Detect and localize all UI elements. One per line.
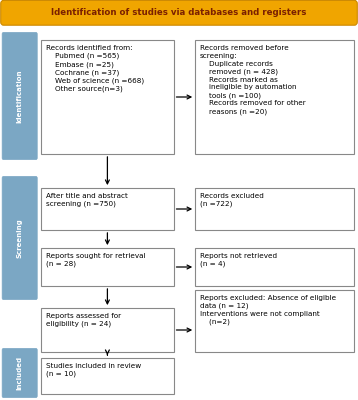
Bar xyxy=(41,188,174,230)
Bar xyxy=(195,40,354,154)
Text: Reports assessed for
eligibility (n = 24): Reports assessed for eligibility (n = 24… xyxy=(46,313,121,328)
Text: Reports not retrieved
(n = 4): Reports not retrieved (n = 4) xyxy=(200,253,277,268)
FancyBboxPatch shape xyxy=(2,348,37,398)
Text: Reports excluded: Absence of eligible
data (n = 12)
Interventions were not compl: Reports excluded: Absence of eligible da… xyxy=(200,295,336,326)
Text: Included: Included xyxy=(17,356,23,390)
Text: Studies included in review
(n = 10): Studies included in review (n = 10) xyxy=(46,363,141,378)
Bar xyxy=(195,290,354,352)
Text: Identification of studies via databases and registers: Identification of studies via databases … xyxy=(51,8,307,17)
Text: Records identified from:
    Pubmed (n =565)
    Embase (n =25)
    Cochrane (n : Records identified from: Pubmed (n =565)… xyxy=(46,45,144,92)
Text: Records removed before
screening:
    Duplicate records
    removed (n = 428)
  : Records removed before screening: Duplic… xyxy=(200,45,305,115)
Bar xyxy=(41,40,174,154)
Text: After title and abstract
screening (n =750): After title and abstract screening (n =7… xyxy=(46,193,128,208)
Text: Records excluded
(n =722): Records excluded (n =722) xyxy=(200,193,263,208)
Text: Identification: Identification xyxy=(17,69,23,123)
Text: Screening: Screening xyxy=(17,218,23,258)
FancyBboxPatch shape xyxy=(2,176,37,300)
Text: Reports sought for retrieval
(n = 28): Reports sought for retrieval (n = 28) xyxy=(46,253,145,268)
Bar xyxy=(195,248,354,286)
FancyBboxPatch shape xyxy=(2,32,37,160)
Bar xyxy=(41,308,174,352)
FancyBboxPatch shape xyxy=(1,0,357,25)
Bar xyxy=(41,358,174,394)
Bar xyxy=(195,188,354,230)
Bar xyxy=(41,248,174,286)
